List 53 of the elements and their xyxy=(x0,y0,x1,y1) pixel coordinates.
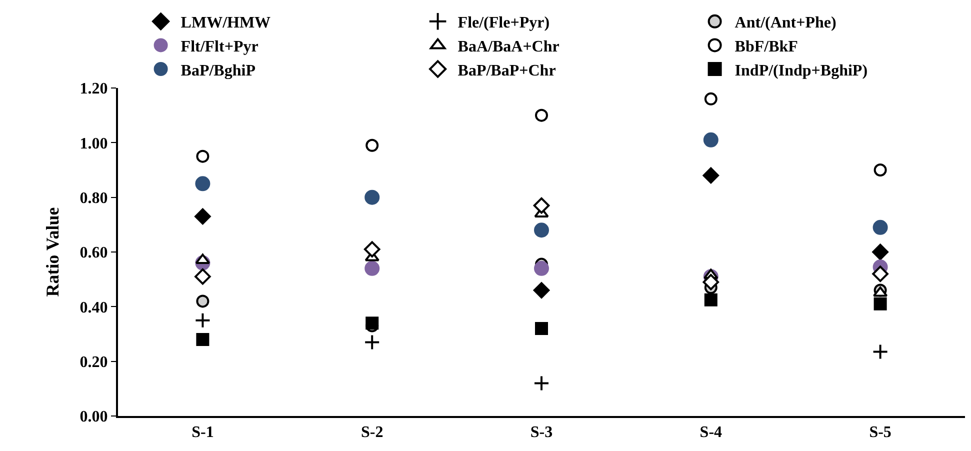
point xyxy=(535,108,548,122)
x-tick-label: S-5 xyxy=(869,424,892,442)
x-tick-label: S-4 xyxy=(700,424,722,442)
legend-label: IndP/(Indp+BghiP) xyxy=(734,62,868,80)
y-tick-label: 0.60 xyxy=(80,244,108,262)
point xyxy=(196,150,210,163)
y-tick-label: 1.00 xyxy=(80,135,108,152)
point xyxy=(194,312,211,328)
point xyxy=(872,220,888,235)
point xyxy=(364,190,380,205)
legend-label: Flt/Flt+Pyr xyxy=(180,38,258,56)
point xyxy=(703,132,718,148)
point xyxy=(535,322,548,336)
point xyxy=(364,260,380,276)
point xyxy=(534,222,549,238)
y-tick-label: 1.20 xyxy=(80,80,108,98)
point xyxy=(704,293,718,306)
point xyxy=(196,332,210,346)
legend-label: BbF/BkF xyxy=(734,38,798,56)
point xyxy=(533,282,550,298)
point xyxy=(702,167,720,184)
point xyxy=(196,294,210,308)
point xyxy=(872,244,888,260)
x-tick-label: S-3 xyxy=(530,424,553,442)
point xyxy=(366,316,379,330)
point xyxy=(534,260,549,276)
point xyxy=(534,375,550,392)
x-tick-label: S-1 xyxy=(192,424,214,442)
point xyxy=(366,138,379,152)
point xyxy=(872,266,888,282)
y-axis-title: Ratio Value xyxy=(42,207,62,297)
point xyxy=(874,297,887,310)
point xyxy=(364,241,380,258)
x-tick-label: S-2 xyxy=(360,424,384,442)
point xyxy=(195,176,210,192)
y-tick-label: 0.00 xyxy=(80,408,108,426)
point xyxy=(704,92,718,106)
legend-label: LMW/HMW xyxy=(180,14,271,32)
legend-label: BaP/BghiP xyxy=(180,62,256,80)
legend-label: Ant/(Ant+Phe) xyxy=(734,14,836,32)
point xyxy=(702,274,720,290)
y-tick-label: 0.40 xyxy=(80,299,108,316)
point xyxy=(194,268,211,285)
y-tick-label: 0.20 xyxy=(80,354,108,371)
legend-label: BaA/BaA+Chr xyxy=(458,38,560,56)
point xyxy=(872,344,888,360)
legend-label: Fle/(Fle+Pyr) xyxy=(458,14,550,32)
y-tick-label: 0.80 xyxy=(80,190,108,207)
point xyxy=(194,208,211,225)
point xyxy=(533,197,550,214)
legend-label: BaP/BaP+Chr xyxy=(458,62,556,80)
point xyxy=(874,164,887,176)
point xyxy=(364,334,380,350)
